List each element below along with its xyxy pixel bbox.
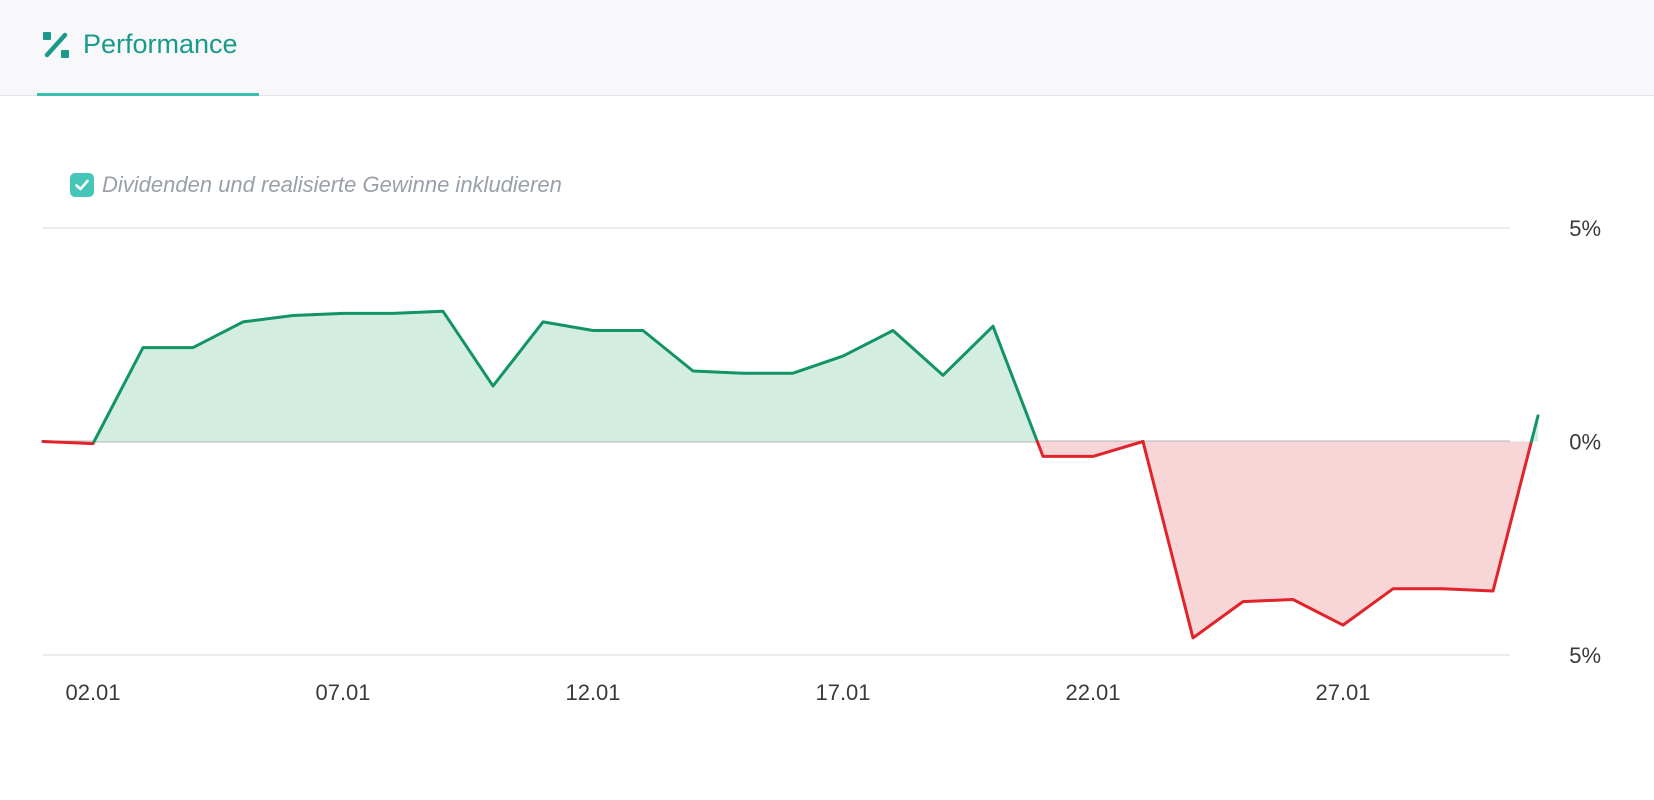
chart-lines — [41, 309, 1540, 640]
y-tick-label: 5% — [1569, 216, 1601, 241]
data-point[interactable] — [887, 324, 899, 336]
data-point[interactable] — [987, 320, 999, 332]
include-dividends-label: Dividenden und realisierte Gewinne inklu… — [102, 172, 562, 197]
x-tick-label: 27.01 — [1315, 680, 1370, 705]
chart-areas — [43, 311, 1538, 638]
checkmark-icon — [75, 179, 89, 191]
data-point[interactable] — [1087, 450, 1099, 462]
tab-performance[interactable]: Performance — [37, 0, 259, 96]
data-point[interactable] — [1437, 583, 1449, 595]
gain-line — [92, 309, 1039, 443]
loss-area — [1037, 441, 1143, 457]
data-point[interactable] — [137, 342, 149, 354]
data-point[interactable] — [437, 305, 449, 317]
loss-line — [1035, 440, 1145, 458]
data-point[interactable] — [37, 436, 49, 448]
data-point[interactable] — [1187, 632, 1199, 644]
x-tick-label: 02.01 — [65, 680, 120, 705]
y-axis-ticks: 5% 0% 5% — [1569, 216, 1601, 668]
data-point[interactable] — [687, 365, 699, 377]
gain-area — [94, 311, 1038, 442]
data-point[interactable] — [187, 342, 199, 354]
include-dividends-option[interactable]: Dividenden und realisierte Gewinne inklu… — [70, 172, 562, 198]
data-point[interactable] — [537, 316, 549, 328]
data-point[interactable] — [837, 350, 849, 362]
data-point[interactable] — [1387, 583, 1399, 595]
data-point[interactable] — [1137, 436, 1149, 448]
x-tick-label: 12.01 — [565, 680, 620, 705]
x-tick-label: 22.01 — [1065, 680, 1120, 705]
data-point[interactable] — [87, 438, 99, 450]
loss-line — [1141, 440, 1533, 640]
data-point[interactable] — [1487, 585, 1499, 597]
data-point[interactable] — [1287, 593, 1299, 605]
x-axis-ticks: 02.01 07.01 12.01 17.01 22.01 27.01 — [65, 680, 1370, 705]
data-point[interactable] — [587, 324, 599, 336]
data-point[interactable] — [1532, 410, 1544, 422]
data-point[interactable] — [337, 307, 349, 319]
data-point[interactable] — [487, 380, 499, 392]
data-point[interactable] — [787, 367, 799, 379]
data-point[interactable] — [1237, 596, 1249, 608]
data-point[interactable] — [637, 324, 649, 336]
header-bar: Performance — [0, 0, 1654, 96]
x-tick-label: 17.01 — [815, 680, 870, 705]
tab-label: Performance — [83, 29, 238, 59]
data-point[interactable] — [237, 316, 249, 328]
x-tick-label: 07.01 — [315, 680, 370, 705]
y-tick-label: 5% — [1569, 643, 1601, 668]
data-point[interactable] — [387, 307, 399, 319]
data-point[interactable] — [287, 310, 299, 322]
y-tick-label: 0% — [1569, 430, 1601, 455]
data-point[interactable] — [1337, 619, 1349, 631]
data-point[interactable] — [737, 367, 749, 379]
include-dividends-checkbox[interactable] — [70, 173, 94, 197]
data-point[interactable] — [1037, 450, 1049, 462]
percent-icon — [43, 31, 69, 58]
data-point[interactable] — [937, 369, 949, 381]
gain-line — [1529, 414, 1540, 443]
loss-area — [1143, 441, 1532, 638]
